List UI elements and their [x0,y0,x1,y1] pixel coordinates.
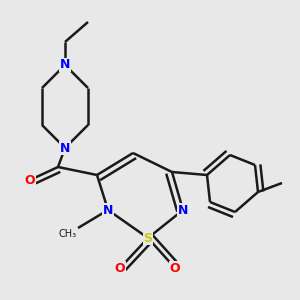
Text: S: S [143,232,152,244]
Text: N: N [103,203,113,217]
Text: O: O [115,262,125,275]
Text: CH₃: CH₃ [59,229,77,239]
Text: O: O [25,173,35,187]
Text: O: O [170,262,180,275]
Text: N: N [60,58,70,71]
Text: N: N [178,203,188,217]
Text: N: N [60,142,70,154]
